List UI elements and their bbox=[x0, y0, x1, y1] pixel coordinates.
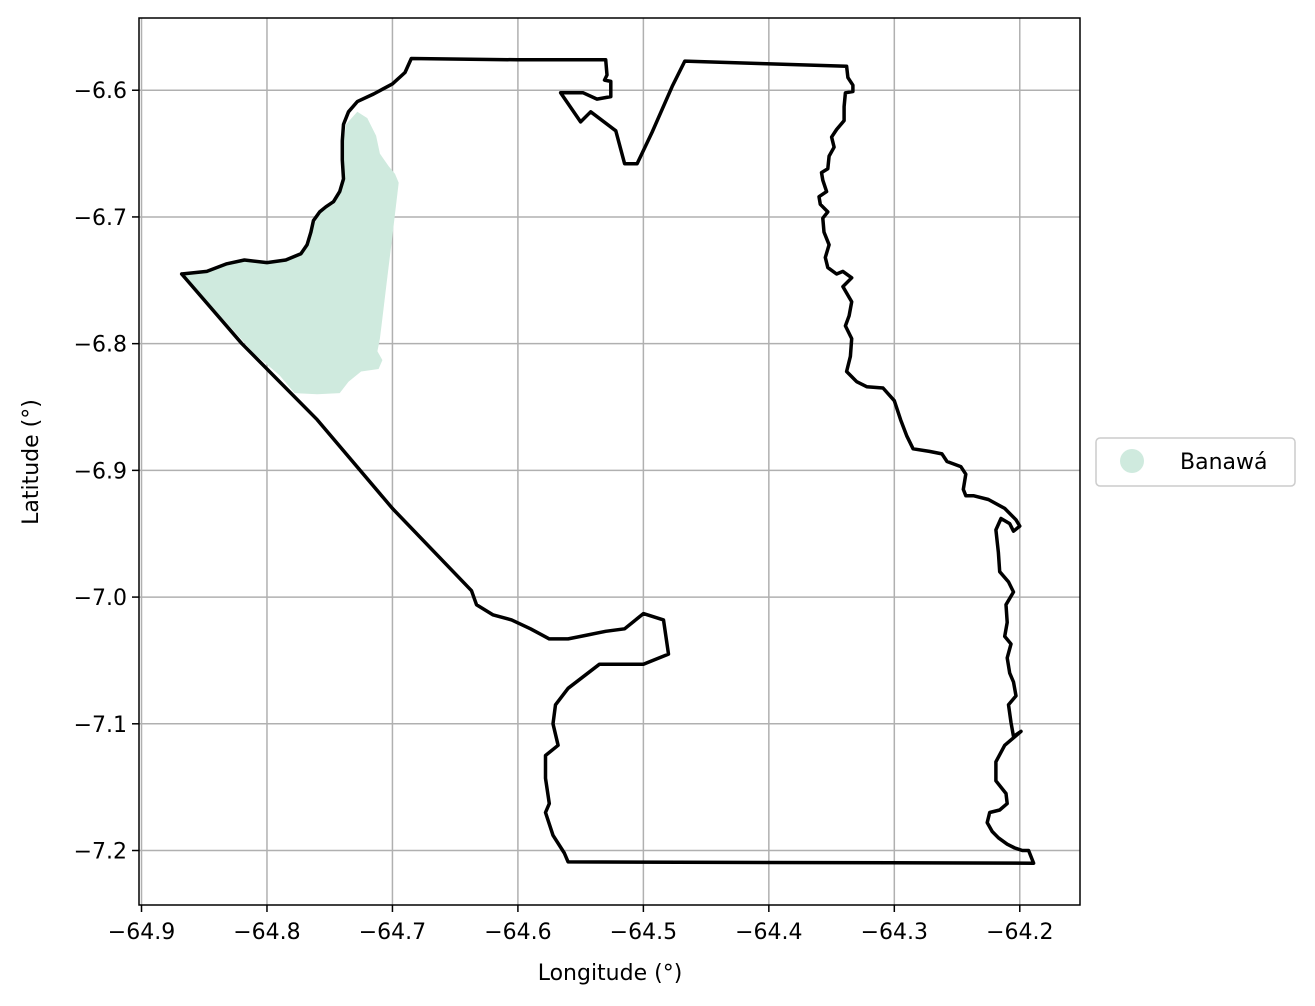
x-tick-label: −64.4 bbox=[735, 920, 802, 945]
y-tick-label: −7.1 bbox=[74, 713, 127, 738]
plot-area: −64.9 −64.8 −64.7 −64.6 −64.5 −64.4 −64.3 −64.2… bbox=[74, 17, 1081, 945]
y-tick-label: −6.6 bbox=[74, 79, 127, 104]
y-tick-label: −7.2 bbox=[74, 840, 127, 865]
legend-label-banawa: Banawá bbox=[1180, 450, 1267, 475]
municipality-boundary bbox=[179, 56, 1036, 865]
x-tick-label: −64.7 bbox=[359, 920, 426, 945]
y-tick-label: −6.9 bbox=[74, 459, 127, 484]
y-tick-label: −6.7 bbox=[74, 206, 127, 231]
grid bbox=[139, 18, 1080, 905]
axis-ticks: −64.9 −64.8 −64.7 −64.6 −64.5 −64.4 −64.3 −64.2… bbox=[74, 79, 1054, 945]
x-tick-label: −64.5 bbox=[610, 920, 677, 945]
legend-marker-banawa bbox=[1120, 449, 1144, 473]
y-tick-label: −7.0 bbox=[74, 586, 127, 611]
x-tick-label: −64.9 bbox=[108, 920, 175, 945]
x-tick-label: −64.8 bbox=[233, 920, 300, 945]
axes-frame bbox=[138, 17, 1081, 906]
x-tick-label: −64.6 bbox=[484, 920, 551, 945]
y-axis-label: Latitude (°) bbox=[19, 399, 44, 525]
legend: Banawá bbox=[1095, 437, 1296, 487]
region-banawa bbox=[181, 111, 399, 395]
x-axis-label: Longitude (°) bbox=[538, 961, 683, 986]
x-tick-label: −64.3 bbox=[861, 920, 928, 945]
axes-background bbox=[139, 18, 1080, 905]
x-tick-label: −64.2 bbox=[986, 920, 1053, 945]
map-features bbox=[179, 56, 1036, 865]
y-tick-label: −6.8 bbox=[74, 333, 127, 358]
legend-box bbox=[1095, 437, 1296, 487]
